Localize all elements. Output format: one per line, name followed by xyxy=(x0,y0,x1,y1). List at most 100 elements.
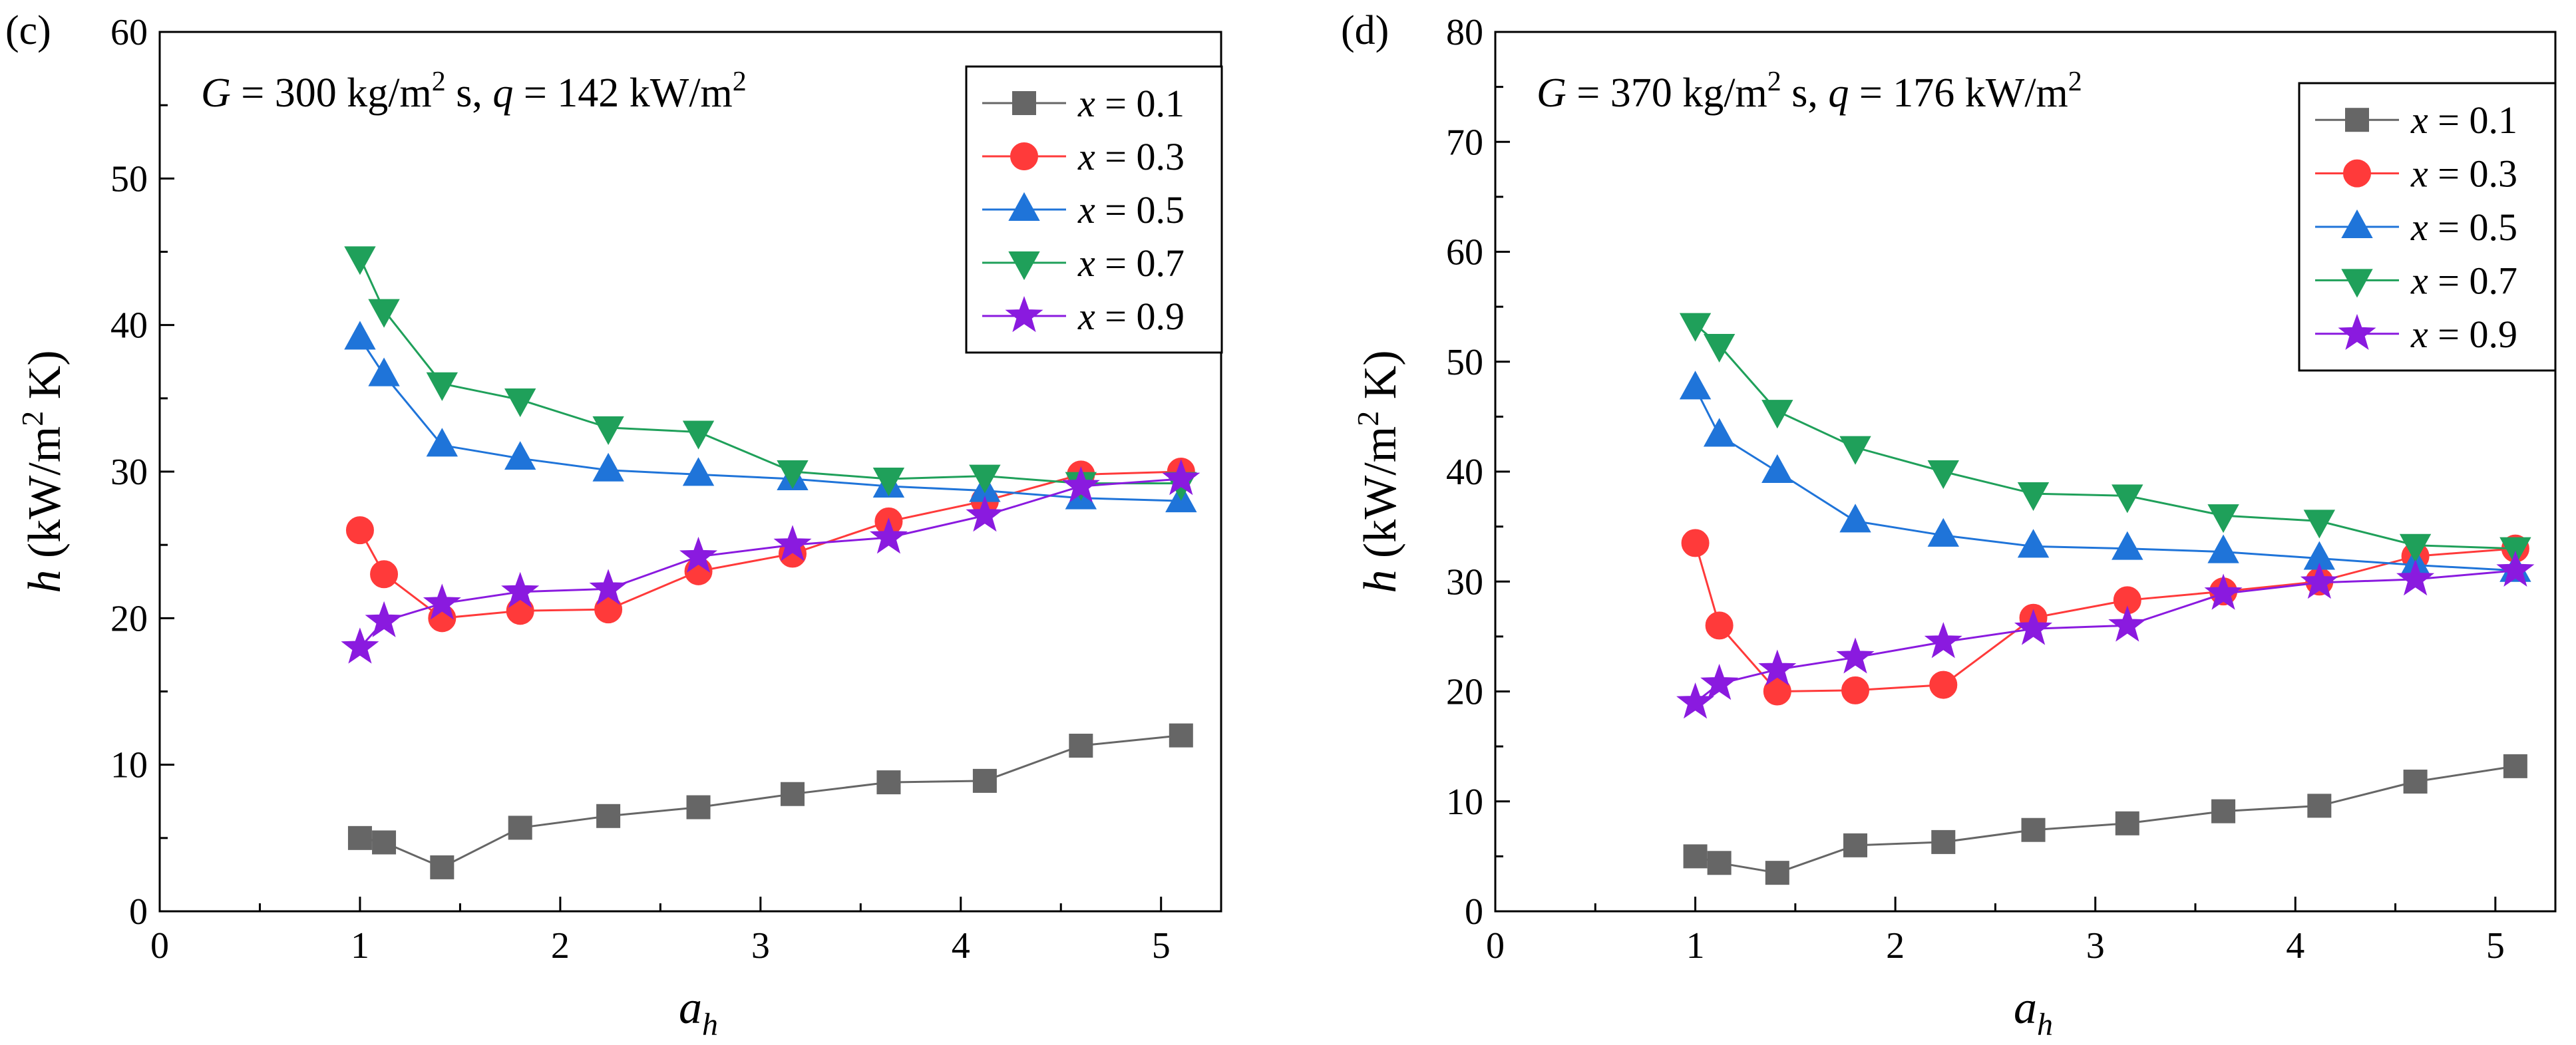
chart-c-x-tick-label: 5 xyxy=(1152,925,1171,967)
chart-d-x-tick-label: 3 xyxy=(2086,925,2105,967)
chart-c-data-point xyxy=(426,372,459,401)
chart-c-legend-marker xyxy=(1005,296,1043,333)
chart-c-data-point xyxy=(686,795,711,820)
chart-c-y-axis-label: h (kW/m2 K) xyxy=(15,350,71,593)
chart-d-legend-marker xyxy=(2341,269,2373,298)
chart-d-panel-label: (d) xyxy=(1341,8,1389,53)
chart-d-data-point xyxy=(1761,400,1793,429)
chart-c-data-point xyxy=(589,569,628,605)
chart-c-data-point xyxy=(368,357,400,386)
chart-d-data-point xyxy=(1839,436,1871,465)
chart-c-data-point xyxy=(777,460,809,490)
chart-c-data-point xyxy=(1069,734,1093,758)
chart-c-legend-label: x = 0.7 xyxy=(1077,241,1185,285)
chart-d-x-tick-label: 2 xyxy=(1886,925,1905,967)
chart-c-data-point xyxy=(780,782,805,806)
chart-c-series-1 xyxy=(345,458,1195,633)
chart-d-data-point xyxy=(2204,573,2243,610)
chart-d-data-point xyxy=(2014,609,2053,645)
chart-d-legend-marker xyxy=(2343,159,2371,188)
chart-d-series-line xyxy=(1695,765,2516,874)
chart-c-y-tick-label: 30 xyxy=(110,452,148,493)
chart-d-y-tick-label: 60 xyxy=(1446,232,1483,273)
chart-d-data-point xyxy=(2303,510,2336,539)
chart-d-data-point xyxy=(1927,518,1959,547)
chart-d-series-0 xyxy=(1683,754,2527,885)
chart-c-data-point xyxy=(347,825,372,850)
chart-d-data-point xyxy=(1703,418,1736,447)
chart-d-data-point xyxy=(1679,371,1712,400)
chart-c-data-point xyxy=(966,496,1004,532)
chart-c-series-0 xyxy=(347,723,1193,879)
chart-c-x-tick-label: 1 xyxy=(351,925,369,967)
chart-d-legend: x = 0.1 x = 0.3 x = 0.5 x = 0.7 x = 0.9 xyxy=(2298,82,2557,372)
chart-d-data-point xyxy=(2017,529,2050,558)
chart-d-data-point xyxy=(1761,454,1793,483)
chart-d-condition-annotation: G = 370 kg/m2 s, q = 176 kW/m2 xyxy=(1537,67,2082,116)
chart-c-legend-marker xyxy=(1012,91,1036,115)
chart-d-data-point xyxy=(1931,829,1956,854)
chart-d-x-axis-label: ah xyxy=(2014,982,2053,1042)
chart-c-data-point xyxy=(682,457,715,486)
chart-d-data-point xyxy=(2300,562,2338,599)
chart-c-y-tick-label: 60 xyxy=(110,12,148,53)
chart-d-data-point xyxy=(1681,529,1710,557)
chart-d-data-point xyxy=(2496,550,2535,587)
chart-c-data-point xyxy=(869,518,908,554)
chart-d-series-2 xyxy=(1679,371,2531,582)
chart-d-data-point xyxy=(1705,611,1734,640)
chart-c-legend-marker xyxy=(1010,142,1038,170)
chart-c-data-point xyxy=(504,441,536,470)
chart-d-data-point xyxy=(1839,504,1871,533)
chart-d-data-point xyxy=(2403,770,2428,794)
chart-d-series-4 xyxy=(1676,550,2535,719)
chart-c-data-point xyxy=(365,601,403,638)
chart-d-data-point xyxy=(1700,663,1739,700)
chart-d-data-point xyxy=(1765,861,1789,885)
chart-d-data-point xyxy=(2115,811,2139,835)
chart-d-data-point xyxy=(2112,484,2143,514)
chart-d-data-point xyxy=(1758,649,1797,686)
chart-d-data-point xyxy=(1927,460,1959,490)
chart-d-data-point xyxy=(2207,504,2239,533)
chart-d-x-tick-label: 4 xyxy=(2286,925,2304,967)
chart-c-data-point xyxy=(876,770,901,795)
chart-d-x-tick-label: 5 xyxy=(2486,925,2505,967)
chart-d-data-point xyxy=(2207,534,2239,563)
chart-d-data-point xyxy=(1924,622,1962,659)
chart-c-data-point xyxy=(423,583,461,620)
chart-c-data-point xyxy=(504,388,536,418)
chart-c-y-tick-label: 20 xyxy=(110,598,148,639)
chart-c-data-point xyxy=(345,516,374,545)
chart-d-data-point xyxy=(2396,559,2435,596)
chart-d-legend-label: x = 0.5 xyxy=(2410,206,2517,249)
chart-d-data-point xyxy=(1763,677,1791,706)
chart-c-legend-label: x = 0.9 xyxy=(1077,295,1185,338)
chart-c-data-point xyxy=(972,768,997,793)
chart-c-legend: x = 0.1 x = 0.3 x = 0.5 x = 0.7 x = 0.9 xyxy=(965,65,1223,354)
chart-c-data-point xyxy=(969,464,1001,494)
chart-c-x-tick-label: 2 xyxy=(551,925,570,967)
chart-c-x-tick-label: 0 xyxy=(150,925,169,967)
chart-d-data-point xyxy=(2021,818,2046,842)
chart-c-x-axis-label: ah xyxy=(679,982,718,1042)
chart-d-data-point xyxy=(2017,482,2050,512)
chart-c-condition-annotation: G = 300 kg/m2 s, q = 142 kW/m2 xyxy=(201,67,747,116)
chart-d-data-point xyxy=(1841,676,1870,704)
chart-c-data-point xyxy=(1061,466,1100,503)
chart-c-legend-marker xyxy=(1008,192,1040,221)
chart-c-x-tick-label: 3 xyxy=(751,925,770,967)
chart-c-y-tick-label: 10 xyxy=(110,745,148,786)
chart-c-data-point xyxy=(426,428,459,457)
chart-d-series-1 xyxy=(1681,529,2529,706)
chart-c-data-point xyxy=(1169,723,1193,748)
chart-d-y-tick-label: 40 xyxy=(1446,452,1483,493)
chart-c-data-point xyxy=(592,416,624,445)
chart-d-data-point xyxy=(1683,844,1708,869)
chart-c-legend-label: x = 0.1 xyxy=(1077,82,1185,125)
chart-d-y-tick-label: 50 xyxy=(1446,342,1483,383)
chart-d-legend-marker xyxy=(2345,108,2369,132)
chart-d-series-line xyxy=(1694,542,2516,693)
chart-d-y-tick-label: 0 xyxy=(1465,891,1483,933)
chart-d-y-tick-label: 20 xyxy=(1446,672,1483,713)
